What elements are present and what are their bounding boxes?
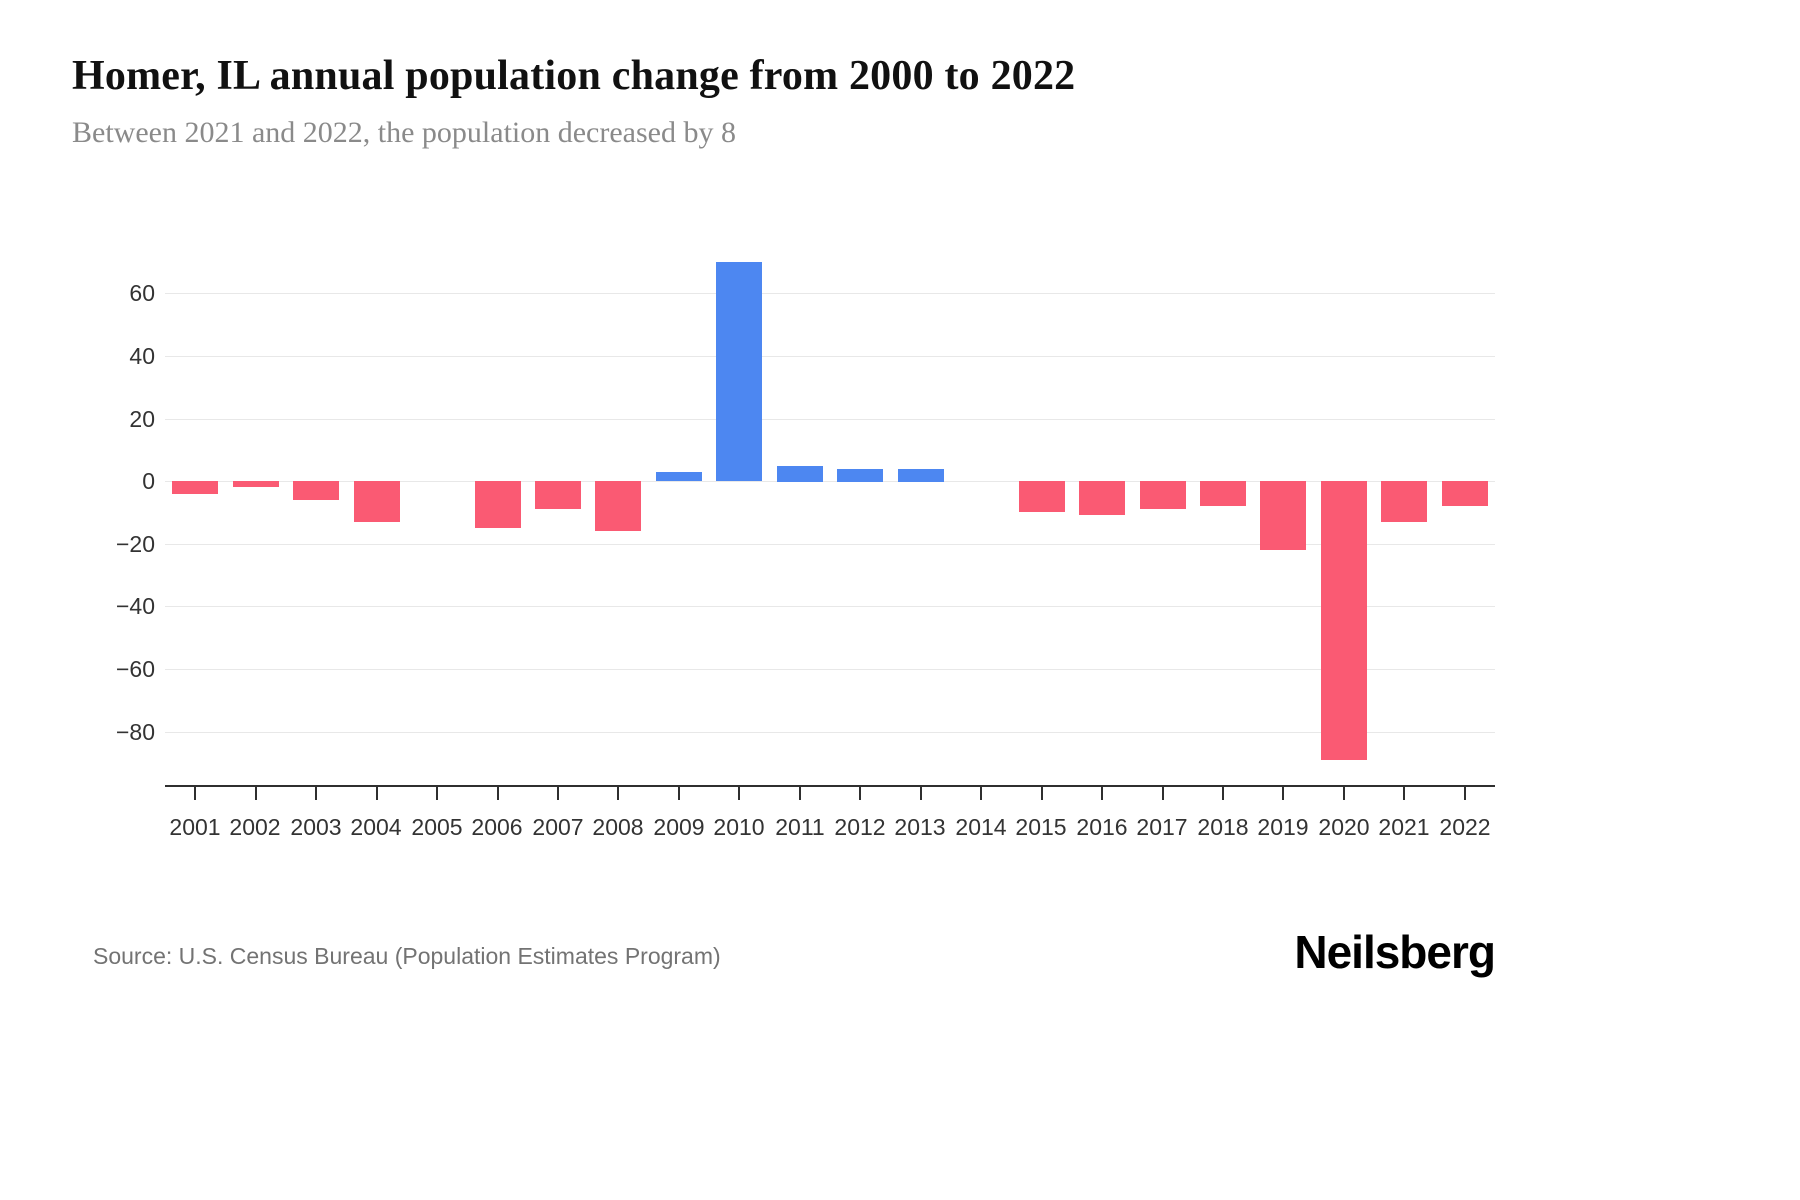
x-axis-tick [1282,785,1284,800]
y-axis-label: 0 [142,468,155,494]
y-axis-label: 20 [129,406,155,432]
x-axis-tick [799,785,801,800]
x-axis-label: 2010 [713,814,765,840]
x-axis-tick [1162,785,1164,800]
bar-2018[interactable] [1200,481,1246,506]
x-axis-tick [315,785,317,800]
x-axis-label: 2011 [775,814,825,840]
x-axis-label: 2017 [1136,814,1188,840]
x-axis-label: 2001 [169,814,221,840]
x-axis-tick [1464,785,1466,800]
x-axis-tick [1343,785,1345,800]
x-axis-label: 2006 [471,814,523,840]
x-axis-tick [1101,785,1103,800]
brand-logo: Neilsberg [1294,926,1496,978]
bar-2001[interactable] [172,481,218,494]
bar-2002[interactable] [233,481,279,487]
x-axis-label: 2013 [894,814,946,840]
x-axis-tick [436,785,438,800]
bar-2008[interactable] [595,481,641,531]
x-axis-tick [1403,785,1405,800]
bar-2009[interactable] [656,472,702,481]
gridline [165,606,1495,607]
page-subtitle: Between 2021 and 2022, the population de… [72,116,736,149]
bar-2006[interactable] [475,481,521,528]
gridline [165,732,1495,733]
x-axis-label: 2012 [834,814,886,840]
bar-2003[interactable] [293,481,339,500]
gridline [165,356,1495,357]
bar-2004[interactable] [354,481,400,522]
gridline [165,544,1495,545]
x-axis-label: 2002 [229,814,281,840]
x-axis-label: 2014 [955,814,1007,840]
x-axis-tick [557,785,559,800]
x-axis-tick [1222,785,1224,800]
x-axis-tick [617,785,619,800]
x-axis-label: 2019 [1257,814,1309,840]
y-axis-label: −20 [115,531,155,557]
x-axis-label: 2008 [592,814,644,840]
page-title: Homer, IL annual population change from … [72,53,1076,99]
bar-2015[interactable] [1019,481,1065,512]
y-axis-label: −40 [115,593,155,619]
x-axis-tick [255,785,257,800]
x-axis-label: 2021 [1378,814,1430,840]
x-axis-label: 2003 [290,814,342,840]
y-axis-label: −60 [115,656,155,682]
y-axis-label: −80 [115,719,155,745]
x-axis-label: 2005 [411,814,463,840]
x-axis-tick [376,785,378,800]
bar-2017[interactable] [1140,481,1186,509]
bar-2013[interactable] [898,469,944,482]
x-axis-label: 2009 [653,814,705,840]
x-axis-tick [920,785,922,800]
x-axis-tick [194,785,196,800]
bar-2010[interactable] [716,262,762,481]
gridline [165,419,1495,420]
x-axis-line [165,785,1495,787]
gridline [165,293,1495,294]
x-axis-tick [678,785,680,800]
x-axis-label: 2016 [1076,814,1128,840]
bar-2007[interactable] [535,481,581,509]
x-axis-label: 2015 [1015,814,1067,840]
x-axis-label: 2018 [1197,814,1249,840]
x-axis-label: 2004 [350,814,402,840]
x-axis-label: 2022 [1439,814,1491,840]
x-axis-tick [497,785,499,800]
x-axis-tick [1041,785,1043,800]
gridline [165,481,1495,482]
y-axis-label: 40 [129,343,155,369]
x-axis-label: 2020 [1318,814,1370,840]
gridline [165,669,1495,670]
bar-2011[interactable] [777,466,823,482]
x-axis-label: 2007 [532,814,584,840]
bar-2016[interactable] [1079,481,1125,515]
bar-2021[interactable] [1381,481,1427,522]
x-axis-tick [980,785,982,800]
x-axis-tick [738,785,740,800]
x-axis-tick [859,785,861,800]
bar-2022[interactable] [1442,481,1488,506]
bar-2019[interactable] [1260,481,1306,550]
source-text: Source: U.S. Census Bureau (Population E… [93,943,721,969]
bar-2012[interactable] [837,469,883,482]
bar-2020[interactable] [1321,481,1367,760]
y-axis-label: 60 [129,280,155,306]
